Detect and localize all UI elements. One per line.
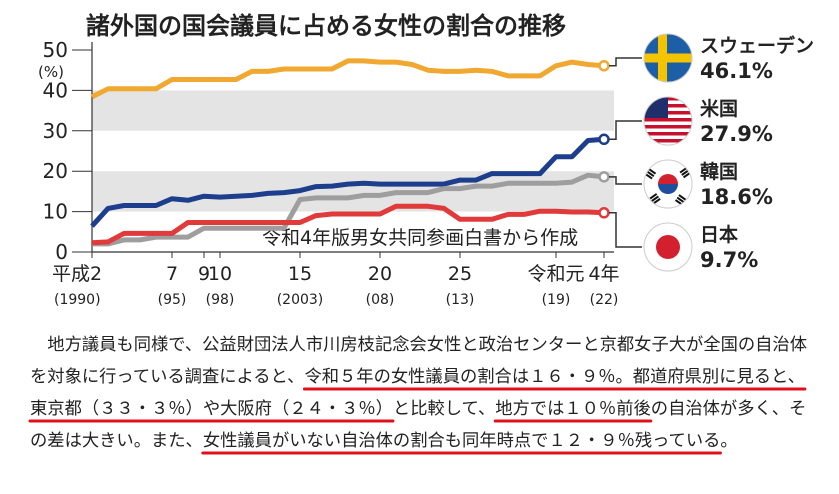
chart-title: 諸外国の国会議員に占める女性の割合の推移	[86, 12, 566, 40]
x-tick-sublabel: (98)	[206, 292, 235, 308]
text-segment: と比較して、	[392, 399, 496, 419]
source-note: 令和4年版男女共同参画白書から作成	[262, 227, 578, 249]
x-tick-sublabel: (95)	[158, 292, 187, 308]
x-tick-label: 4年	[588, 263, 619, 285]
y-tick-label: 20	[43, 159, 68, 183]
x-tick-label: 平成2	[52, 263, 102, 285]
x-tick-label: 7	[166, 263, 178, 285]
y-axis-unit: (%)	[38, 63, 64, 81]
usa-flag-icon	[643, 96, 693, 146]
series-end-marker-2	[598, 171, 610, 183]
series-value-label: 18.6%	[700, 185, 773, 209]
article-body: 地方議員も同様で、公益財団法人市川房枝記念会女性と政治センターと京都女子大が全国…	[30, 329, 810, 457]
x-tick-label: 10	[208, 263, 232, 285]
series-line-0	[90, 58, 605, 100]
series-line-1	[90, 136, 605, 228]
connector-line	[609, 57, 642, 67]
series-name-label: 米国	[700, 97, 738, 120]
x-tick-sublabel: (13)	[446, 292, 475, 308]
x-tick-sublabel: (1990)	[54, 292, 101, 308]
band-30-40	[92, 90, 614, 131]
series-name-label: 日本	[700, 223, 738, 246]
text-segment: の自治体が多く、その差は大きい。また、	[30, 399, 807, 451]
series-line-3	[91, 203, 605, 246]
y-tick-label: 40	[43, 78, 68, 102]
y-tick-label: 50	[43, 38, 68, 62]
connector-line	[609, 176, 642, 185]
underlined-text: 地方では１０％前後	[495, 399, 651, 419]
x-tick-label: 25	[448, 263, 472, 285]
connector-line	[609, 212, 642, 248]
series-end-marker-3	[598, 207, 610, 219]
korea-flag-icon	[643, 159, 693, 209]
series-value-label: 9.7%	[700, 248, 758, 272]
x-tick-label: 9	[198, 263, 210, 285]
japan-flag-icon	[643, 222, 693, 272]
chart-figure: 諸外国の国会議員に占める女性の割合の推移 0 10 20 30 40 50 (%) 平成2 (19…	[38, 12, 814, 308]
sweden-flag-icon	[643, 33, 693, 83]
connector-line	[609, 120, 642, 141]
y-tick-label: 30	[43, 119, 68, 143]
series-value-label: 46.1%	[700, 59, 773, 83]
x-tick-sublabel: (19)	[542, 292, 571, 308]
x-tick-sublabel: (2003)	[277, 292, 324, 308]
underlined-text: 女性議員がいない自治体の割合も同年時点で１２・９％残っている	[202, 431, 721, 451]
series-end-marker-1	[598, 133, 610, 146]
y-tick-label: 0	[55, 240, 68, 264]
x-tick-sublabel: (22)	[590, 292, 619, 308]
series-end-marker-0	[598, 60, 610, 72]
x-tick-label: 令和元	[527, 263, 584, 285]
chart: 諸外国の国会議員に占める女性の割合の推移 0 10 20 30 40 50(%) 平成2 (19…	[38, 12, 814, 308]
series-value-label: 27.9%	[700, 122, 773, 146]
text-segment: 地方議員も同様で、公益財団法人市川房枝記念会女性と政治センターと京都女子大が全国…	[30, 335, 807, 387]
band-10-20	[92, 171, 614, 212]
series-line-2	[92, 172, 605, 247]
x-tick-label: 20	[368, 263, 392, 285]
text-segment: 。	[720, 431, 738, 451]
series-name-label: スウェーデン	[700, 34, 814, 57]
x-tick-label: 15	[288, 263, 312, 285]
article-paragraph: 地方議員も同様で、公益財団法人市川房枝記念会女性と政治センターと京都女子大が全国…	[30, 329, 810, 457]
underlined-text: 令和５年の女性議員の割合は１６・９％。都道府県別に見ると、東京都（３３・３％）や…	[30, 367, 805, 419]
series-name-label: 韓国	[700, 160, 738, 183]
x-tick-sublabel: (08)	[366, 292, 395, 308]
y-tick-label: 10	[43, 200, 68, 224]
